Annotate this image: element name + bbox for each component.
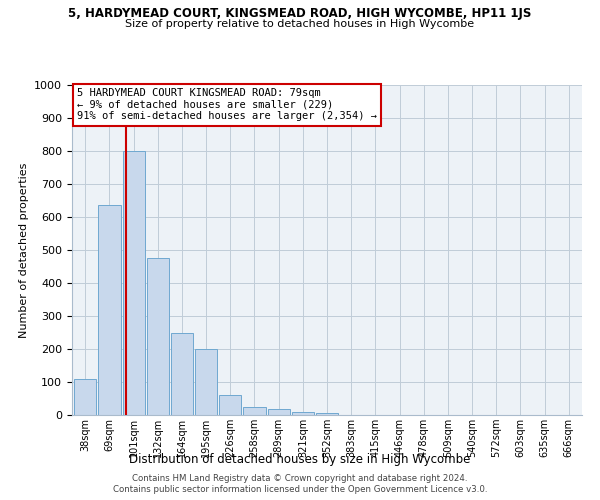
Text: 5 HARDYMEAD COURT KINGSMEAD ROAD: 79sqm
← 9% of detached houses are smaller (229: 5 HARDYMEAD COURT KINGSMEAD ROAD: 79sqm … xyxy=(77,88,377,122)
Bar xyxy=(268,409,290,415)
Bar xyxy=(292,412,314,415)
Y-axis label: Number of detached properties: Number of detached properties xyxy=(19,162,29,338)
Text: Contains HM Land Registry data © Crown copyright and database right 2024.
Contai: Contains HM Land Registry data © Crown c… xyxy=(113,474,487,494)
Bar xyxy=(74,378,97,415)
Bar xyxy=(316,414,338,415)
Bar xyxy=(195,349,217,415)
Bar xyxy=(122,151,145,415)
Bar xyxy=(244,407,266,415)
Bar xyxy=(146,258,169,415)
Bar xyxy=(98,206,121,415)
Bar xyxy=(171,332,193,415)
Text: 5, HARDYMEAD COURT, KINGSMEAD ROAD, HIGH WYCOMBE, HP11 1JS: 5, HARDYMEAD COURT, KINGSMEAD ROAD, HIGH… xyxy=(68,8,532,20)
Bar xyxy=(219,395,241,415)
Text: Size of property relative to detached houses in High Wycombe: Size of property relative to detached ho… xyxy=(125,19,475,29)
Text: Distribution of detached houses by size in High Wycombe: Distribution of detached houses by size … xyxy=(130,452,470,466)
